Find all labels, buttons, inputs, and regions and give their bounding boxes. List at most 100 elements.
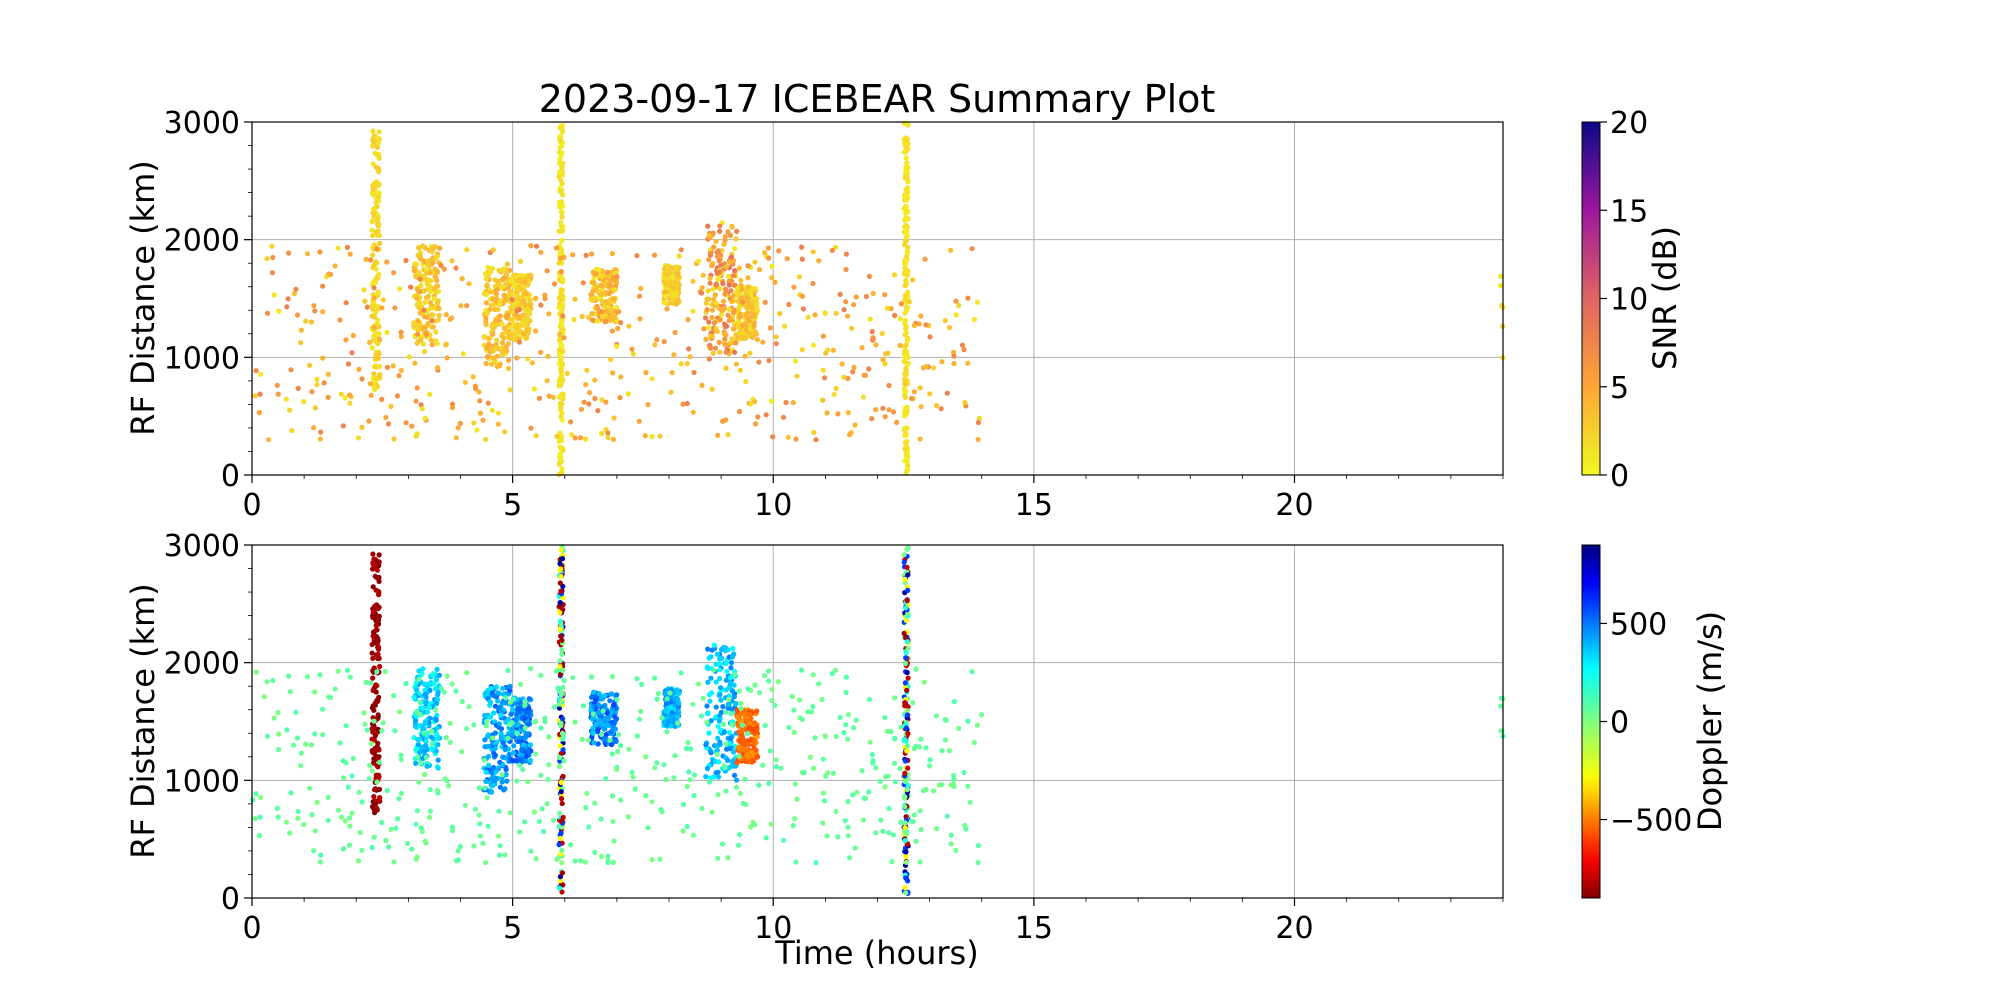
scatter-point (558, 209, 564, 215)
scatter-point (416, 253, 422, 259)
scatter-point (709, 314, 715, 321)
scatter-point (884, 305, 890, 311)
scatter-point (560, 595, 566, 601)
scatter-point (558, 126, 565, 132)
scatter-point (528, 666, 534, 672)
scatter-point (666, 699, 673, 706)
scatter-point (902, 310, 908, 316)
scatter-point (810, 703, 816, 710)
scatter-point (286, 673, 292, 679)
scatter-point (295, 808, 301, 815)
scatter-point (705, 223, 711, 229)
scatter-point (346, 842, 353, 848)
scatter-point (421, 348, 428, 355)
scatter-point (557, 580, 563, 586)
scatter-point (608, 307, 614, 313)
x-tick-label: 15 (1015, 911, 1053, 946)
scatter-point (314, 799, 320, 806)
scatter-point (511, 320, 517, 326)
scatter-point (609, 674, 616, 680)
scatter-point (823, 350, 829, 356)
scatter-point (727, 740, 733, 747)
scatter-point (419, 829, 425, 835)
scatter-point (922, 256, 928, 262)
scatter-point (427, 814, 433, 821)
scatter-point (364, 304, 370, 310)
scatter-point (516, 762, 523, 768)
scatter-point (799, 716, 806, 722)
scatter-point (717, 661, 723, 667)
scatter-point (756, 690, 763, 696)
scatter-point (556, 885, 563, 891)
scatter-point (735, 285, 741, 291)
scatter-point (526, 326, 532, 332)
scatter-point (420, 666, 426, 672)
scatter-point (414, 709, 420, 715)
scatter-point (824, 833, 830, 839)
scatter-point (611, 277, 618, 283)
scatter-point (617, 395, 623, 401)
scatter-point (415, 742, 421, 748)
scatter-point (517, 315, 523, 321)
scatter-point (762, 250, 768, 256)
scatter-point (851, 725, 857, 731)
scatter-point (459, 276, 465, 282)
scatter-point (889, 859, 895, 865)
scatter-point (723, 365, 729, 371)
scatter-point (903, 725, 910, 731)
scatter-point (396, 796, 402, 802)
scatter-point (726, 684, 733, 691)
scatter-point (609, 251, 616, 257)
scatter-point (558, 633, 564, 639)
doppler-colorbar-label: Doppler (m/s) (1691, 611, 1729, 831)
scatter-point (510, 272, 517, 278)
scatter-point (560, 773, 566, 780)
scatter-point (347, 392, 353, 398)
scatter-point (433, 676, 439, 682)
scatter-point (409, 423, 415, 429)
scatter-point (441, 266, 447, 272)
scatter-point (417, 276, 423, 282)
scatter-point (903, 890, 909, 896)
scatter-point (413, 821, 419, 827)
scatter-point (370, 232, 376, 238)
scatter-point (482, 737, 488, 743)
scatter-point (917, 859, 923, 865)
scatter-point (725, 701, 731, 708)
scatter-point (901, 559, 907, 565)
scatter-point (707, 345, 714, 351)
colorbar-tick-label: −500 (1610, 804, 1692, 839)
scatter-point (753, 728, 759, 735)
scatter-point (284, 304, 290, 310)
scatter-point (882, 414, 888, 420)
scatter-point (570, 252, 576, 258)
scatter-point (706, 692, 713, 698)
scatter-point (654, 337, 660, 343)
scatter-point (414, 301, 420, 308)
scatter-point (424, 763, 430, 769)
scatter-point (794, 796, 800, 802)
scatter-point (691, 369, 697, 376)
scatter-point (794, 373, 800, 379)
scatter-point (423, 331, 430, 337)
scatter-point (490, 783, 496, 789)
scatter-point (580, 280, 586, 286)
scatter-point (903, 853, 909, 860)
scatter-point (557, 810, 563, 816)
scatter-point (904, 160, 910, 166)
scatter-point (737, 409, 743, 415)
scatter-point (948, 832, 954, 838)
scatter-point (560, 684, 566, 691)
scatter-point (799, 347, 806, 353)
scatter-point (418, 760, 424, 766)
scatter-point (737, 367, 744, 373)
scatter-point (443, 342, 449, 348)
scatter-point (610, 859, 617, 866)
scatter-point (754, 337, 761, 343)
scatter-point (457, 420, 463, 426)
scatter-point (529, 360, 536, 366)
scatter-point (726, 282, 732, 288)
scatter-point (780, 414, 787, 420)
scatter-point (728, 736, 734, 742)
scatter-point (528, 425, 534, 431)
